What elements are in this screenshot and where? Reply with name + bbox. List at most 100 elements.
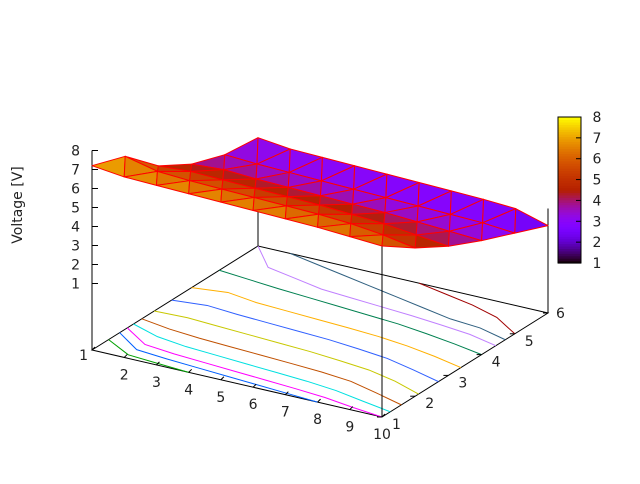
colorbar-tick-label: 3: [593, 214, 602, 230]
contour-line: [126, 327, 383, 418]
surface-facet: [381, 234, 416, 249]
x-tick: [317, 398, 321, 403]
x-tick-label: 1: [79, 348, 88, 364]
colorbar-segment: [558, 194, 581, 198]
colorbar-segment: [558, 168, 581, 172]
colorbar-segment: [558, 214, 581, 218]
colorbar-segment: [558, 177, 581, 181]
colorbar-segment: [558, 243, 581, 247]
colorbar-tick-label: 1: [593, 256, 602, 272]
x-tick: [220, 376, 225, 381]
x-tick: [284, 391, 289, 396]
base-plane: [90, 245, 550, 418]
contour-line: [191, 287, 462, 369]
colorbar-segment: [558, 180, 581, 184]
colorbar-segment: [558, 233, 581, 237]
x-tick: [156, 361, 160, 366]
colorbar-tick-label: 8: [593, 110, 602, 126]
colorbar-tick-label: 2: [593, 235, 602, 251]
colorbar-segment: [558, 119, 581, 123]
x-tick-label: 3: [152, 375, 161, 391]
x-tick-label: 9: [345, 420, 354, 436]
colorbar-segment: [558, 224, 581, 228]
x-tick: [381, 413, 386, 418]
contour-line: [257, 245, 497, 347]
colorbar-segment: [558, 260, 581, 264]
z-tick-label: 7: [71, 163, 80, 179]
colorbar-segment: [558, 175, 581, 179]
z-tick-label: 5: [71, 201, 80, 217]
y-tick-label: 2: [425, 396, 434, 412]
colorbar-segment: [558, 185, 581, 189]
colorbar-segment: [558, 187, 581, 191]
colorbar-segment: [558, 153, 581, 157]
colorbar: 1 2 3 4 5 6 7 8: [557, 110, 602, 272]
surface-facet: [414, 234, 449, 249]
colorbar-segment: [558, 126, 581, 130]
colorbar-segment: [558, 136, 581, 140]
colorbar-segment: [558, 236, 581, 240]
z-tick-label: 1: [71, 277, 80, 293]
y-tick-label: 5: [525, 334, 534, 350]
x-tick: [123, 354, 128, 358]
colorbar-segment: [558, 216, 581, 220]
z-tick-label: 2: [71, 258, 80, 274]
colorbar-segment: [558, 253, 581, 257]
colorbar-segment: [558, 117, 581, 121]
surface-facet: [447, 230, 483, 247]
colorbar-segment: [558, 190, 581, 194]
contour-line: [119, 332, 318, 403]
colorbar-segment: [558, 207, 581, 211]
contour-line: [133, 323, 391, 413]
y-tick-label: 6: [556, 306, 565, 322]
colorbar-segment: [558, 134, 581, 138]
colorbar-segment: [558, 238, 581, 242]
colorbar-tick-label: 5: [593, 173, 602, 189]
colorbar-segment: [558, 241, 581, 245]
x-tick: [252, 383, 257, 388]
colorbar-segment: [558, 160, 581, 164]
colorbar-segment: [558, 250, 581, 254]
x-tick: [188, 368, 193, 373]
colorbar-segment: [558, 121, 581, 125]
colorbar-segment: [558, 143, 581, 147]
colorbar-tick-label: 4: [593, 193, 602, 209]
colorbar-segment: [558, 170, 581, 174]
surface-facet: [481, 222, 516, 242]
colorbar-segment: [558, 131, 581, 135]
contour-line: [418, 282, 516, 335]
contour-line: [290, 252, 506, 341]
colorbar-segment: [558, 202, 581, 206]
colorbar-tick-label: 7: [593, 131, 602, 147]
colorbar-segment: [558, 255, 581, 259]
colorbar-segment: [558, 165, 581, 169]
x-tick: [91, 346, 96, 351]
colorbar-segment: [558, 204, 581, 208]
y-tick-label: 3: [458, 375, 467, 391]
colorbar-segment: [558, 197, 581, 201]
y-tick-label: 4: [492, 355, 501, 371]
contour-line: [219, 269, 482, 356]
colorbar-segment: [558, 258, 581, 262]
colorbar-segment: [558, 226, 581, 230]
colorbar-segment: [558, 146, 581, 150]
colorbar-segment: [558, 209, 581, 213]
colorbar-segment: [558, 129, 581, 133]
x-tick: [349, 406, 354, 410]
colorbar-segment: [558, 219, 581, 223]
surface-facet: [91, 155, 126, 178]
z-tick-label: 6: [71, 182, 80, 198]
z-tick-label: 8: [71, 144, 80, 160]
contour-line: [154, 310, 419, 395]
colorbar-segment: [558, 228, 581, 232]
contour-line: [141, 318, 402, 406]
y-tick-label: 1: [392, 417, 401, 433]
x-tick-label: 8: [313, 412, 322, 428]
colorbar-segment: [558, 221, 581, 225]
colorbar-border: [557, 116, 582, 264]
colorbar-segment: [558, 182, 581, 186]
colorbar-segment: [558, 172, 581, 176]
colorbar-segment: [558, 158, 581, 162]
